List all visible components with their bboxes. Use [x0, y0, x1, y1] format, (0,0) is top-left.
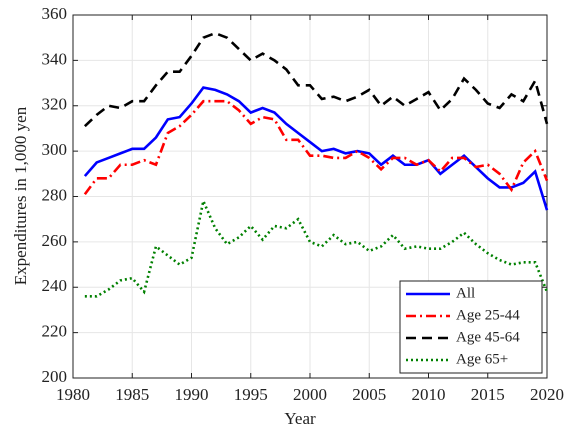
- x-tick-label: 1990: [175, 385, 209, 404]
- y-axis-label: Expenditures in 1,000 yen: [11, 106, 30, 285]
- y-tick-label: 280: [42, 185, 68, 204]
- y-tick-label: 300: [42, 140, 68, 159]
- x-tick-label: 1985: [115, 385, 149, 404]
- plot-frame: [72, 14, 548, 379]
- series-line: [83, 99, 549, 196]
- x-tick-label: 1980: [56, 385, 90, 404]
- x-tick-label: 2020: [530, 385, 564, 404]
- y-tick-label: 320: [42, 95, 68, 114]
- legend-label: Age 25-44: [456, 307, 520, 323]
- y-tick-label: 360: [42, 4, 68, 23]
- legend-label: All: [456, 285, 475, 301]
- y-tick-label: 340: [42, 49, 68, 68]
- x-tick-label: 2005: [352, 385, 386, 404]
- y-tick-label: 240: [42, 276, 68, 295]
- legend-label: Age 45-64: [456, 329, 520, 345]
- y-tick-label: 200: [42, 367, 68, 386]
- x-tick-label: 1995: [234, 385, 268, 404]
- x-tick-label: 2010: [412, 385, 446, 404]
- y-tick-label: 260: [42, 231, 68, 250]
- x-axis-label: Year: [284, 409, 316, 428]
- series-line: [83, 31, 549, 128]
- x-tick-label: 2000: [293, 385, 327, 404]
- legend-label: Age 65+: [456, 351, 508, 367]
- series-line: [83, 86, 549, 211]
- x-tick-label: 2015: [471, 385, 505, 404]
- y-tick-label: 220: [42, 322, 68, 341]
- legend-box: [399, 280, 543, 374]
